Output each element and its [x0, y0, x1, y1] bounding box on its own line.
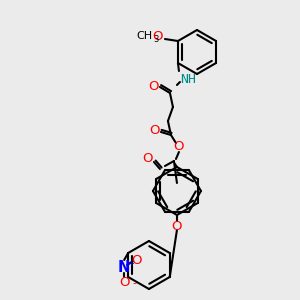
Text: O: O [172, 220, 182, 232]
Text: O: O [131, 254, 141, 266]
Text: O: O [149, 80, 159, 92]
Text: O: O [152, 29, 163, 43]
Text: O: O [174, 140, 184, 154]
Text: CH: CH [137, 31, 153, 41]
Text: 3: 3 [153, 35, 158, 44]
Text: +: + [127, 260, 134, 268]
Text: -: - [132, 278, 136, 288]
Text: O: O [150, 124, 160, 137]
Text: O: O [143, 152, 153, 166]
Text: O: O [119, 275, 129, 289]
Text: N: N [118, 260, 130, 275]
Text: NH: NH [180, 73, 196, 86]
